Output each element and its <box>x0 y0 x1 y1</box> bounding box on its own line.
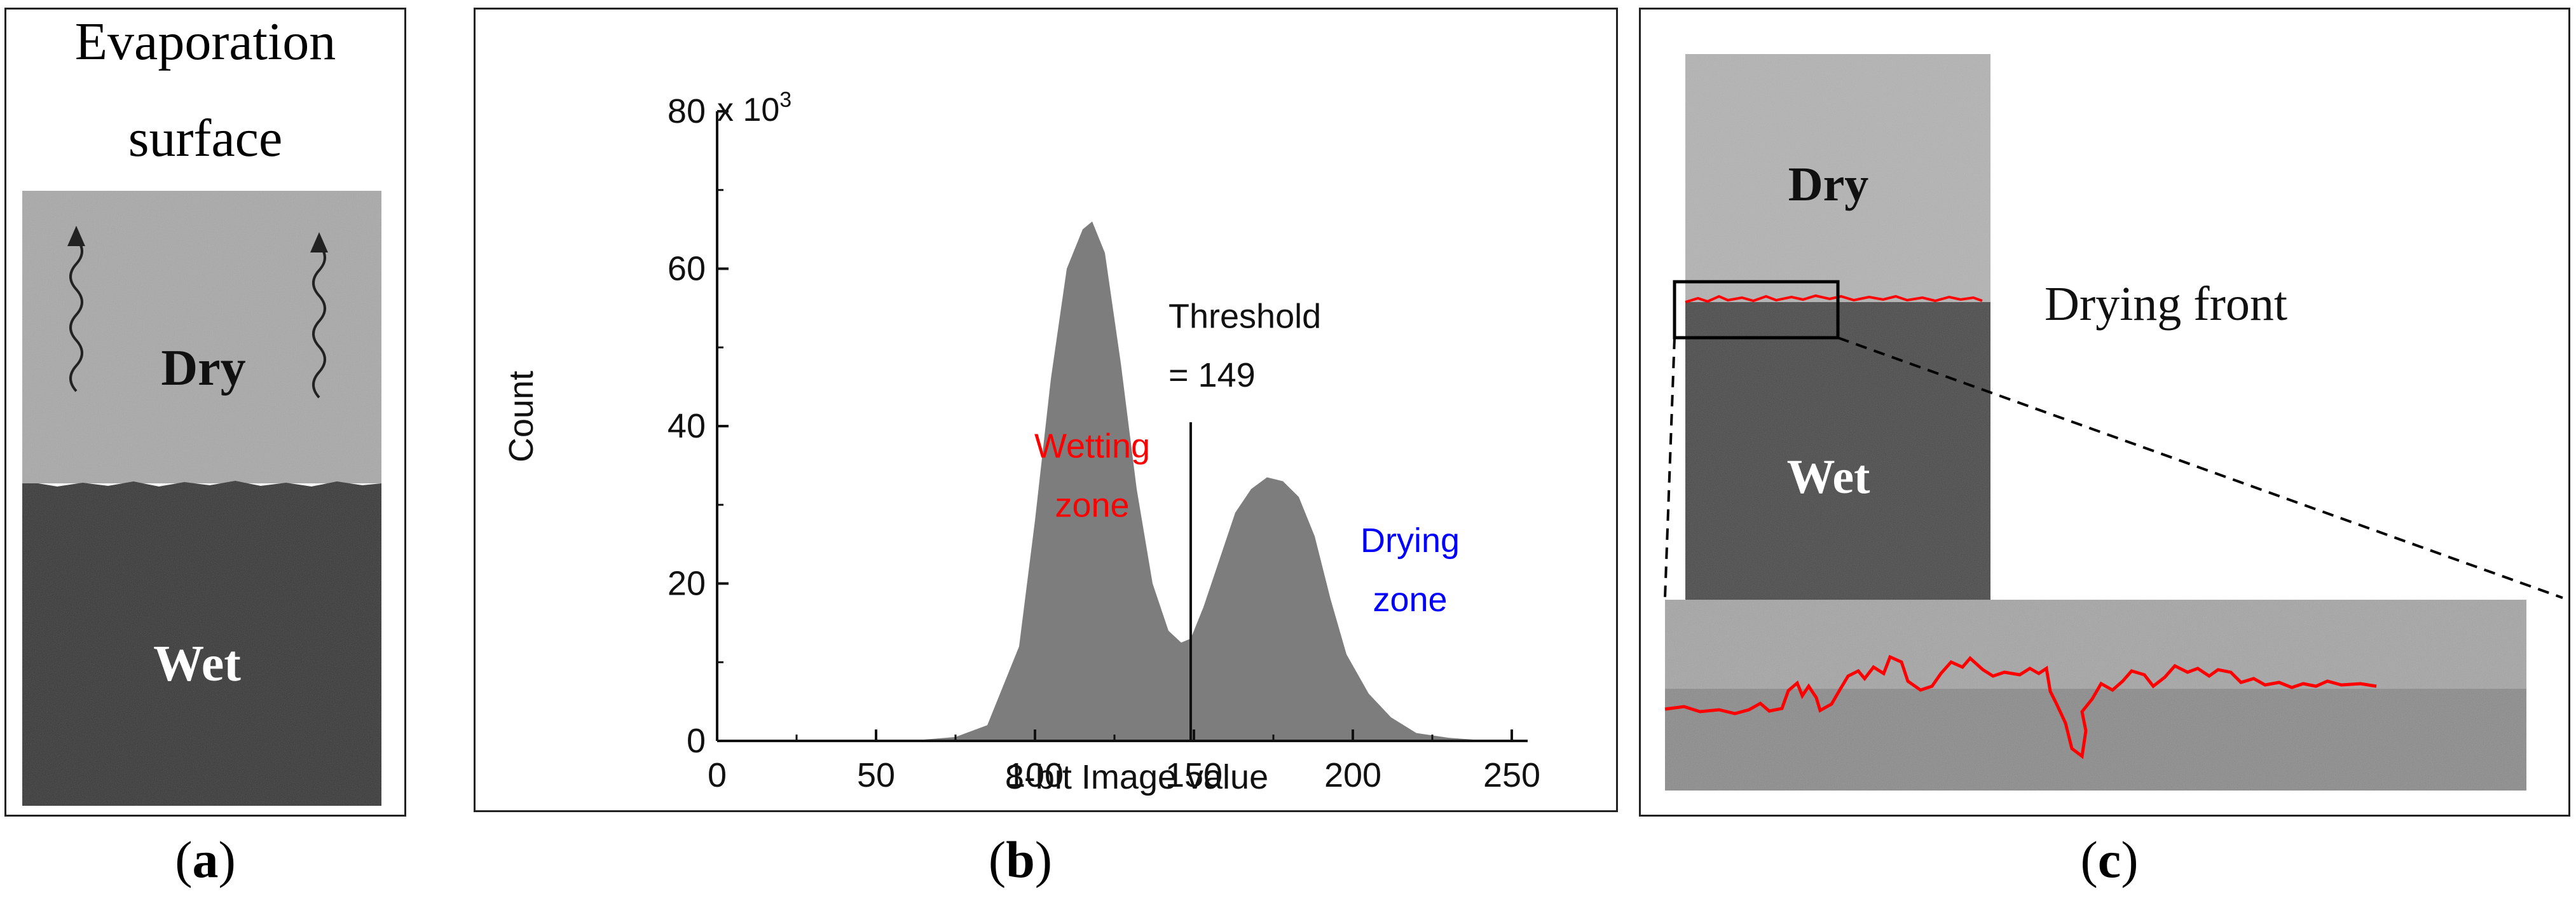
ticks-group: 0 50 100 150 200 250 0 20 40 60 80 <box>668 92 1540 794</box>
zone-label-1-line1: Drying <box>1360 522 1460 560</box>
y-tick-label: 40 <box>668 407 706 445</box>
dry-label-c: Dry <box>1788 158 1869 211</box>
threshold-label-line1: Threshold <box>1168 297 1321 335</box>
evaporation-arrow-right <box>312 242 326 399</box>
caption-a: (a) <box>175 831 236 888</box>
evaporation-title-line1: Evaporation <box>75 12 336 71</box>
grain-texture <box>22 191 381 806</box>
histogram-series-0 <box>717 221 1528 741</box>
drying-front-label: Drying front <box>2045 277 2287 331</box>
y-tick-label: 20 <box>668 565 706 603</box>
drying-front-line <box>1685 294 1983 303</box>
zoom-line-left <box>1664 337 1676 598</box>
panel-c-svg: Dry Wet Drying front <box>1664 54 2563 791</box>
panel-b-frame: x 103 8-bit Image value Count 0 50 100 150 2… <box>474 8 1618 812</box>
arrow-head-right-icon <box>310 232 328 252</box>
zoom-box <box>1673 280 1840 340</box>
evaporation-title-line2: surface <box>128 109 282 168</box>
y-tick-label: 0 <box>687 722 706 760</box>
x-tick-label: 100 <box>1006 756 1064 794</box>
wet-label-c: Wet <box>1787 450 1870 504</box>
y-axis-label: Count <box>502 371 540 462</box>
histogram-area-group <box>717 221 1528 741</box>
zone-label-1-line2: zone <box>1373 581 1447 619</box>
panel-a-frame: Evaporation surface Dry Wet <box>4 8 406 817</box>
panel-c-frame: Dry Wet Drying front <box>1639 8 2570 817</box>
x-tick-label: 250 <box>1483 756 1540 794</box>
threshold-label-line2: = 149 <box>1168 356 1256 394</box>
zoom-line-right <box>1837 336 2563 599</box>
x-tick-label: 150 <box>1165 756 1223 794</box>
annotations-group: Threshold = 149 Wetting zone Drying zone <box>1034 297 1460 741</box>
x-tick-label: 0 <box>708 756 727 794</box>
dry-label: Dry <box>161 340 245 396</box>
x-axis-label: 8-bit Image value <box>1005 758 1268 796</box>
histogram-chart: x 103 8-bit Image value Count 0 50 100 150 2… <box>502 88 1540 796</box>
zone-label-0-line2: zone <box>1055 486 1129 524</box>
zoomed-drying-front-line <box>1664 654 2377 759</box>
wet-label: Wet <box>153 636 241 692</box>
y-tick-label: 80 <box>668 92 706 130</box>
zone-label-0-line1: Wetting <box>1034 427 1150 466</box>
caption-c: (c) <box>2080 831 2139 888</box>
x-tick-label: 50 <box>857 756 895 794</box>
x-tick-label: 200 <box>1324 756 1381 794</box>
caption-b: (b) <box>988 831 1053 888</box>
evaporation-arrow-left <box>69 235 83 392</box>
y-multiplier-label: x 103 <box>717 88 791 128</box>
panel-a-svg: Evaporation surface Dry Wet <box>22 12 381 806</box>
arrow-head-left-icon <box>67 226 85 246</box>
y-tick-label: 60 <box>668 250 706 288</box>
